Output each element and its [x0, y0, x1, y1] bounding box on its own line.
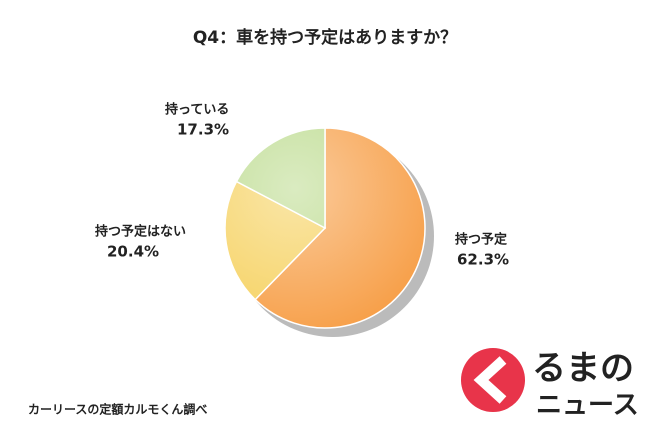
- value-label: 62.3%: [457, 251, 509, 269]
- logo-text: ニュース: [536, 391, 639, 421]
- value-label: 17.3%: [177, 121, 229, 139]
- pie: [224, 127, 426, 329]
- source: カーリースの定額カルモくん調べ: [28, 402, 207, 417]
- watermark: るまの ニュース: [461, 348, 639, 421]
- chart-title: Q4：車を持つ予定はありますか？: [193, 27, 457, 48]
- slice-label: 持つ予定: [455, 232, 507, 248]
- logo-circle: [461, 348, 525, 412]
- logo-text: るまの: [532, 349, 634, 389]
- value-label: 20.4%: [107, 243, 159, 261]
- logo-chevron: [473, 356, 507, 404]
- slice-label: 持つ予定はない: [95, 224, 186, 240]
- slice-label: 持っている: [165, 102, 229, 118]
